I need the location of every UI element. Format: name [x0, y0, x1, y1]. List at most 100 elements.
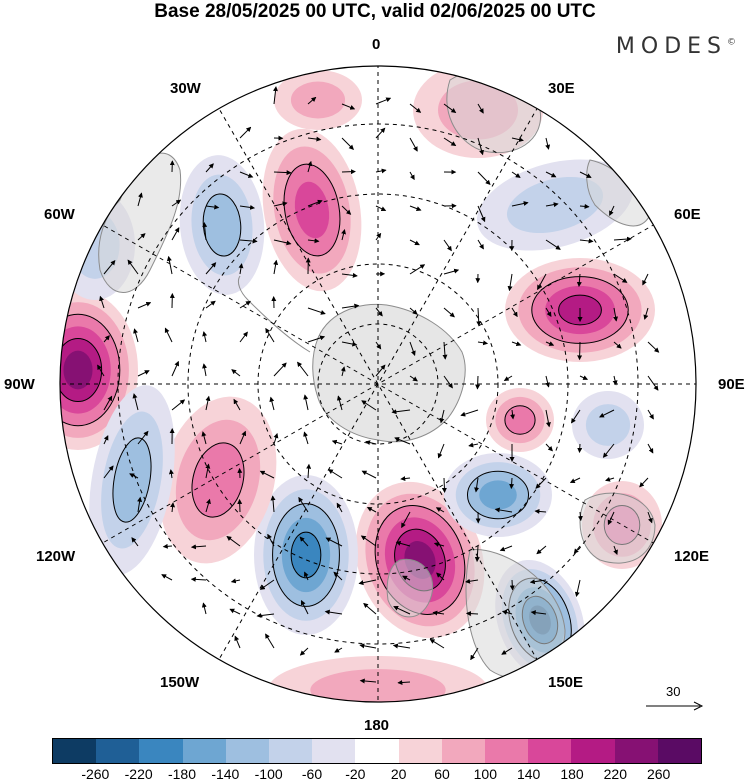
wind-arrow	[409, 103, 422, 113]
anomaly-contour	[63, 350, 93, 390]
wind-arrow	[299, 536, 309, 547]
wind-arrow	[137, 430, 149, 445]
colorbar-swatch	[571, 739, 615, 763]
colorbar-tick-label: -180	[167, 766, 197, 782]
wind-arrow	[103, 259, 116, 275]
wind-arrow	[476, 307, 482, 327]
wind-arrow	[511, 171, 521, 178]
wind-arrow	[443, 268, 460, 275]
wind-arrow	[579, 375, 589, 380]
wind-arrow	[229, 608, 241, 615]
wind-arrow	[256, 613, 275, 618]
wind-arrow	[545, 307, 552, 317]
colorbar-swatch	[657, 739, 702, 763]
wind-arrow	[365, 440, 377, 446]
lon-label-60w: 60W	[44, 206, 75, 223]
wind-arrow	[341, 103, 356, 110]
wind-arrow	[571, 409, 581, 424]
anom-neg-130e	[444, 453, 552, 537]
colorbar-tick-label: -260	[81, 766, 110, 782]
wind-arrow	[613, 545, 618, 556]
colorbar-tick-label: 180	[560, 766, 584, 782]
wind-arrow	[170, 502, 176, 513]
wind-arrow	[545, 202, 559, 208]
wind-arrow	[99, 295, 105, 309]
wind-arrow	[569, 477, 581, 483]
wind-arrow	[577, 511, 583, 522]
wind-arrow	[409, 264, 426, 275]
wind-arrow	[465, 611, 479, 617]
wind-arrow	[443, 103, 457, 114]
wind-arrow	[202, 331, 208, 343]
wind-arrow	[300, 600, 309, 615]
wind-arrow	[394, 437, 411, 445]
colorbar-tick-label: 220	[603, 766, 628, 782]
wind-arrow	[613, 341, 622, 349]
wind-arrow	[306, 463, 312, 479]
wind-arrow	[239, 171, 254, 178]
wind-arrow	[226, 535, 241, 547]
wind-arrow	[303, 431, 309, 445]
wind-arrow	[510, 409, 516, 420]
wind-arrow	[409, 239, 420, 246]
wind-arrow	[265, 327, 275, 343]
wind-arrow	[239, 238, 258, 244]
wind-arrow	[161, 574, 173, 581]
wind-arrow	[442, 341, 448, 360]
wind-arrow	[190, 576, 207, 582]
wind-arrow	[602, 443, 615, 458]
wind-arrow	[494, 507, 513, 513]
wind-arrow	[325, 537, 343, 547]
anom-pos-80w	[60, 290, 138, 450]
wind-arrow	[501, 647, 513, 655]
wind-arrow	[341, 137, 354, 150]
wind-arrow	[468, 442, 479, 448]
wind-arrow	[307, 160, 313, 173]
wind-arrow	[509, 579, 515, 591]
wind-arrow	[579, 171, 592, 178]
chart-title: Base 28/05/2025 00 UTC, valid 02/06/2025…	[154, 1, 596, 22]
wind-arrow	[97, 364, 105, 377]
wind-arrow	[361, 470, 377, 479]
wind-arrow	[503, 375, 513, 381]
wind-arrow	[429, 639, 445, 649]
wind-arrow	[545, 171, 557, 178]
wind-arrow	[375, 232, 382, 241]
wind-arrow	[171, 199, 182, 207]
wind-arrow	[499, 545, 513, 552]
wind-arrow	[259, 470, 275, 479]
anomaly-contour	[290, 531, 322, 579]
wind-arrow	[607, 511, 615, 526]
wind-arrow	[171, 227, 180, 241]
wind-arrow	[511, 341, 522, 347]
wind-arrow	[465, 578, 479, 584]
wind-arrow	[443, 239, 452, 252]
wind-arrow	[647, 409, 654, 420]
wind-arrow	[190, 544, 207, 550]
wind-arrow	[647, 341, 660, 353]
wind-arrow	[395, 540, 411, 547]
wind-arrow	[400, 476, 411, 482]
colorbar-tick-label: -20	[345, 766, 366, 782]
wind-arrow	[613, 307, 619, 322]
wind-arrow	[230, 578, 241, 584]
colorbar-swatch	[53, 739, 97, 763]
colorbar-swatch	[182, 739, 226, 763]
wind-arrow	[273, 362, 287, 377]
wind-arrow	[375, 97, 392, 105]
wind-arrow	[643, 307, 649, 320]
wind-arrow	[511, 201, 529, 207]
wind-arrow	[507, 273, 513, 292]
anomaly-contour	[479, 480, 517, 510]
wind-arrow	[133, 328, 139, 343]
wind-arrow	[233, 398, 241, 411]
wind-arrow	[545, 409, 551, 428]
colorbar-swatch	[225, 739, 270, 763]
wind-arrow	[205, 463, 211, 479]
anom-pos-15w	[274, 70, 362, 130]
wind-arrow	[273, 432, 279, 445]
vector-reference: 30	[636, 684, 706, 714]
colorbar-swatch	[139, 739, 183, 763]
wind-arrow	[201, 602, 207, 615]
wind-arrow	[359, 643, 377, 649]
